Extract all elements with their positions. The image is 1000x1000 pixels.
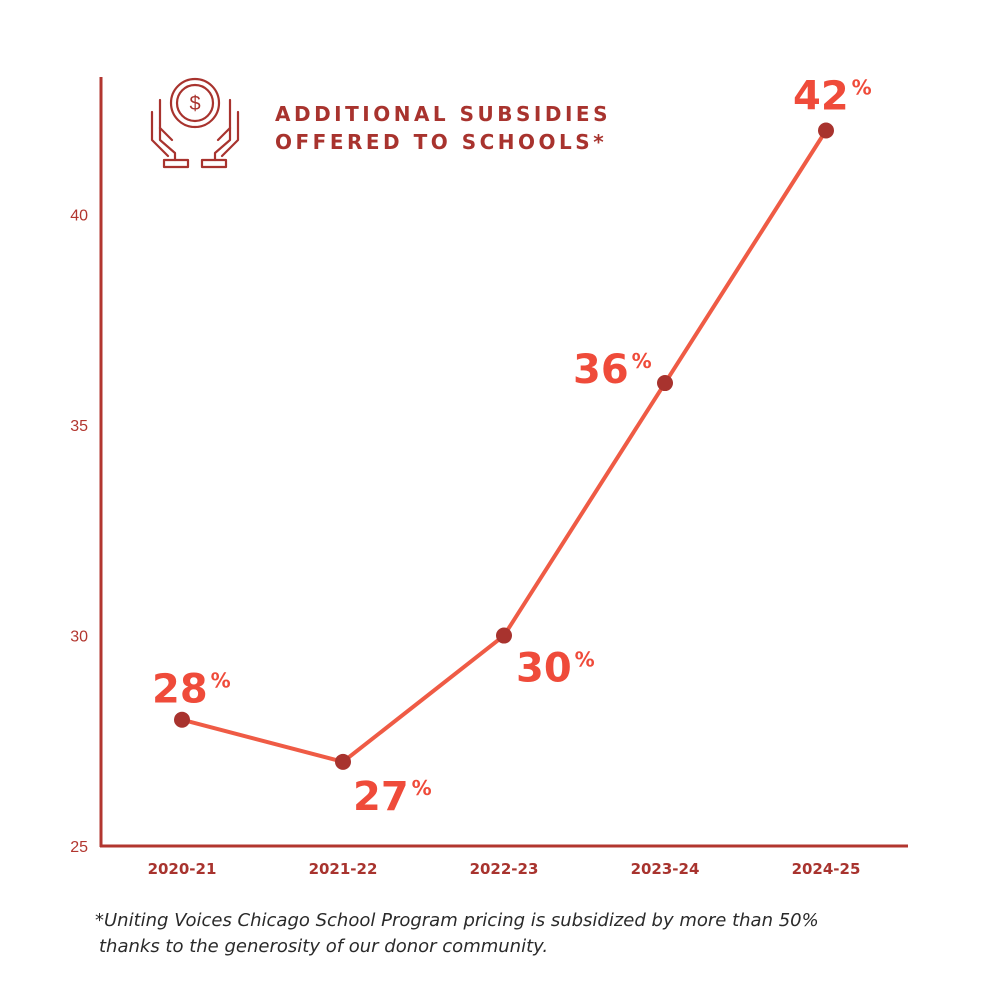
x-tick-label: 2022-23 (470, 860, 539, 878)
footnote-line-1: *Uniting Voices Chicago School Program p… (95, 910, 819, 931)
data-point (335, 753, 351, 770)
y-tick-label: 35 (70, 418, 88, 435)
chart-title-line-1: ADDITIONAL SUBSIDIES (275, 102, 611, 126)
y-tick-label: 40 (70, 208, 88, 225)
footnote: *Uniting Voices Chicago School Program p… (95, 908, 955, 960)
footnote-line-2: thanks to the generosity of our donor co… (99, 936, 549, 957)
data-label: 28% (152, 667, 231, 713)
x-tick-label: 2021-22 (309, 860, 378, 878)
hands-holding-coin-icon: $ (150, 77, 240, 169)
chart-title-line-2: OFFERED TO SCHOOLS* (275, 130, 607, 154)
x-tick-label: 2020-21 (148, 860, 217, 878)
y-tick-label: 25 (70, 839, 88, 856)
data-label: 36% (573, 347, 652, 393)
data-point (818, 122, 834, 139)
data-label: 30% (516, 646, 595, 692)
data-label: 42% (793, 74, 872, 120)
y-tick-label: 30 (70, 629, 88, 646)
x-tick-label: 2024-25 (792, 860, 861, 878)
series-line (180, 128, 828, 764)
svg-text:$: $ (189, 93, 200, 115)
data-point (496, 627, 512, 644)
data-label: 27% (353, 774, 432, 820)
data-point (174, 711, 190, 728)
x-tick-label: 2023-24 (631, 860, 700, 878)
data-point (657, 375, 673, 392)
